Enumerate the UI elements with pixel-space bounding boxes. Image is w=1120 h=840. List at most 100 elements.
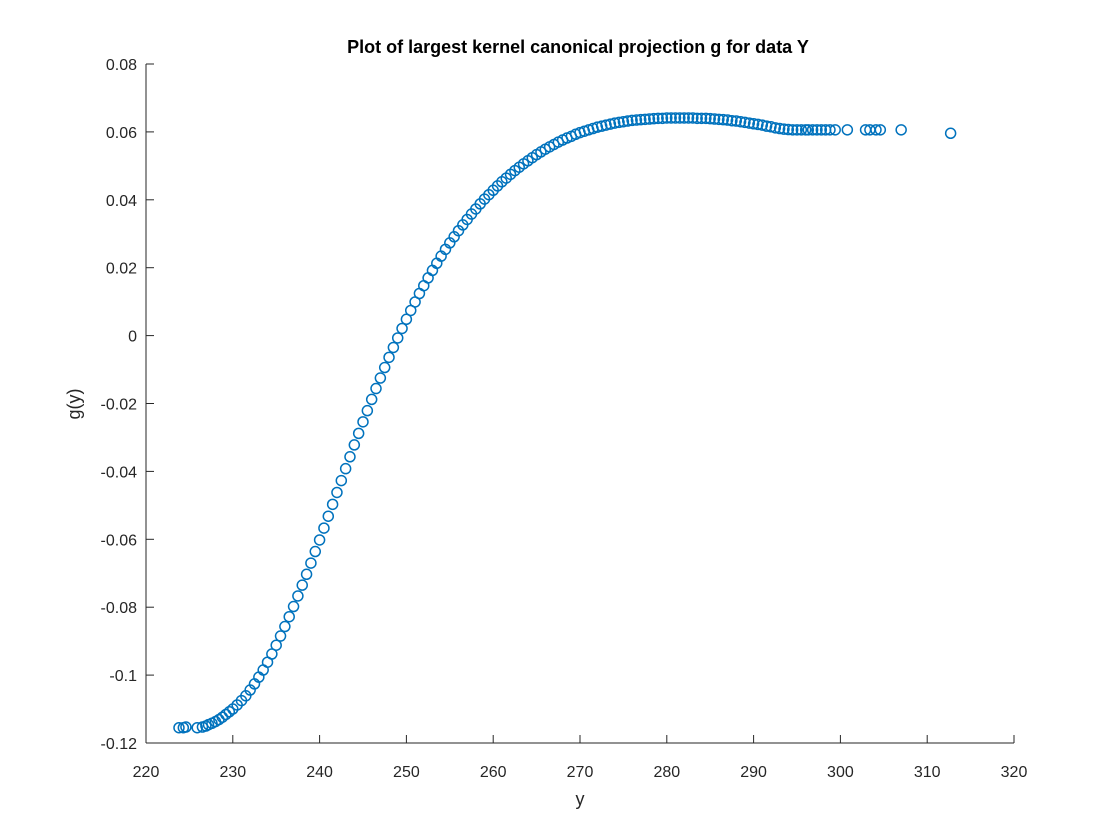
data-point — [266, 648, 278, 660]
data-point — [747, 118, 760, 130]
data-point — [326, 498, 339, 511]
data-point — [220, 708, 232, 721]
data-point — [318, 522, 330, 534]
data-point — [682, 112, 695, 124]
data-point — [895, 124, 907, 136]
x-axis-ticks: 220 230 240 250 260 270 280 290 300 310 320 — [133, 735, 1028, 781]
y-tick-label: -0.08 — [101, 600, 138, 617]
data-point — [595, 120, 608, 132]
data-point — [387, 341, 400, 354]
data-point — [191, 721, 203, 734]
data-point — [769, 122, 782, 134]
x-tick-label: 230 — [219, 764, 246, 781]
data-point — [383, 351, 395, 364]
data-point — [695, 112, 708, 125]
data-point — [322, 510, 335, 522]
data-point — [700, 112, 712, 125]
y-axis-label: g(y) — [64, 389, 84, 420]
data-point — [274, 630, 287, 642]
data-point — [357, 416, 369, 428]
data-point — [944, 127, 957, 140]
data-point — [760, 120, 773, 132]
data-point — [300, 568, 313, 581]
data-point — [283, 610, 295, 623]
data-point — [652, 112, 664, 125]
x-tick-label: 320 — [1001, 764, 1028, 781]
data-point — [704, 112, 716, 125]
chart-title: Plot of largest kernel canonical project… — [347, 37, 809, 57]
data-point — [829, 124, 841, 136]
x-tick-label: 270 — [567, 764, 594, 781]
data-point — [756, 119, 769, 131]
x-tick-label: 240 — [306, 764, 333, 781]
x-tick-label: 250 — [393, 764, 420, 781]
plot-axes: 220 230 240 250 260 270 280 290 300 310 320 -0.12-… — [101, 57, 1028, 781]
data-point — [348, 439, 361, 451]
data-point — [687, 112, 699, 124]
y-tick-label: 0.06 — [106, 125, 137, 142]
data-point — [600, 119, 612, 131]
data-point — [591, 121, 604, 133]
y-tick-label: 0.02 — [106, 261, 137, 278]
data-point — [782, 123, 795, 136]
data-point — [396, 322, 408, 335]
y-tick-label: -0.12 — [101, 736, 138, 753]
data-point — [739, 116, 751, 129]
data-point — [400, 313, 413, 326]
x-axis-label: y — [576, 789, 585, 809]
data-point — [223, 706, 236, 718]
data-point — [841, 124, 854, 136]
data-point — [270, 639, 282, 651]
data-point — [752, 118, 764, 131]
data-point — [335, 474, 348, 487]
y-axis-ticks: -0.12 -0.1 -0.08 -0.06 -0.04 -0.02 0 0.02 0.04 0.… — [101, 57, 154, 753]
data-point — [391, 332, 404, 344]
data-point — [309, 545, 322, 558]
data-point — [173, 721, 185, 734]
data-point — [665, 112, 677, 124]
y-tick-label: -0.06 — [101, 532, 138, 549]
data-point — [734, 115, 747, 128]
data-point — [730, 115, 742, 127]
data-point — [678, 112, 690, 124]
data-point — [621, 115, 634, 127]
data-point — [669, 112, 682, 124]
data-point — [674, 112, 686, 124]
data-point — [305, 557, 317, 569]
scatter-series — [173, 112, 957, 734]
y-tick-label: 0 — [128, 329, 137, 346]
y-tick-label: -0.02 — [101, 397, 138, 414]
data-point — [604, 118, 617, 130]
data-point — [643, 113, 656, 125]
data-point — [691, 112, 703, 125]
x-tick-label: 220 — [133, 764, 160, 781]
x-tick-label: 300 — [827, 764, 854, 781]
data-point — [339, 462, 352, 475]
data-point — [608, 117, 621, 129]
data-point — [726, 114, 738, 127]
y-tick-label: 0.04 — [106, 193, 137, 210]
data-point — [815, 124, 828, 136]
data-point — [656, 112, 669, 125]
x-tick-label: 280 — [653, 764, 680, 781]
data-point — [806, 124, 819, 136]
data-point — [773, 122, 786, 135]
y-tick-label: 0.08 — [106, 57, 137, 74]
data-point — [778, 123, 790, 135]
data-point — [765, 121, 777, 133]
data-point — [648, 112, 660, 125]
x-tick-label: 260 — [480, 764, 507, 781]
data-point — [374, 372, 387, 384]
data-point — [378, 361, 391, 374]
data-point — [279, 620, 291, 633]
x-tick-label: 310 — [914, 764, 941, 781]
data-point — [786, 124, 799, 136]
data-point — [795, 124, 808, 136]
data-point — [292, 590, 304, 602]
data-point — [743, 117, 756, 129]
data-point — [870, 124, 882, 136]
data-point — [216, 711, 229, 723]
data-point — [287, 600, 300, 613]
data-point — [361, 404, 374, 417]
